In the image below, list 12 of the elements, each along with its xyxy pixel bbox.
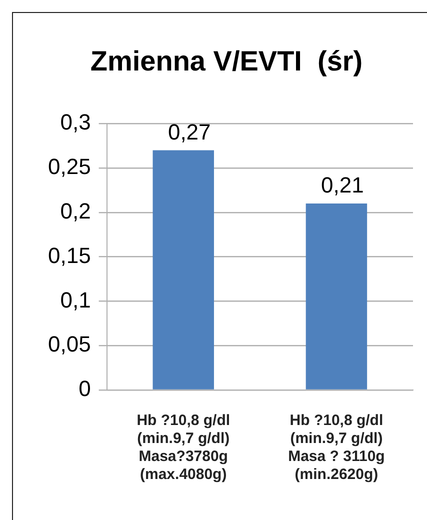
y-tick-label: 0 [78, 376, 91, 402]
y-tick-label: 0,1 [60, 287, 91, 312]
data-label: 0,21 [321, 172, 364, 198]
y-tick-label: 0,2 [60, 198, 91, 224]
data-label: 0,27 [168, 119, 211, 144]
x-tick-label: Hb ?10,8 g/dl (min.9,7 g/dl) Masa ? 3110g (min.2620g) [288, 412, 385, 484]
x-tick-label: Hb ?10,8 g/dl (min.9,7 g/dl) Masa?3780g (max.4080g) [136, 412, 230, 484]
y-tick-label: 0,25 [48, 154, 91, 180]
y-tick-label: 0,05 [48, 332, 91, 357]
y-tick-label: 0,3 [60, 110, 91, 135]
chart-title: Zmienna V/EVTI (śr) [90, 46, 363, 77]
y-tick-label: 0,15 [48, 242, 91, 268]
